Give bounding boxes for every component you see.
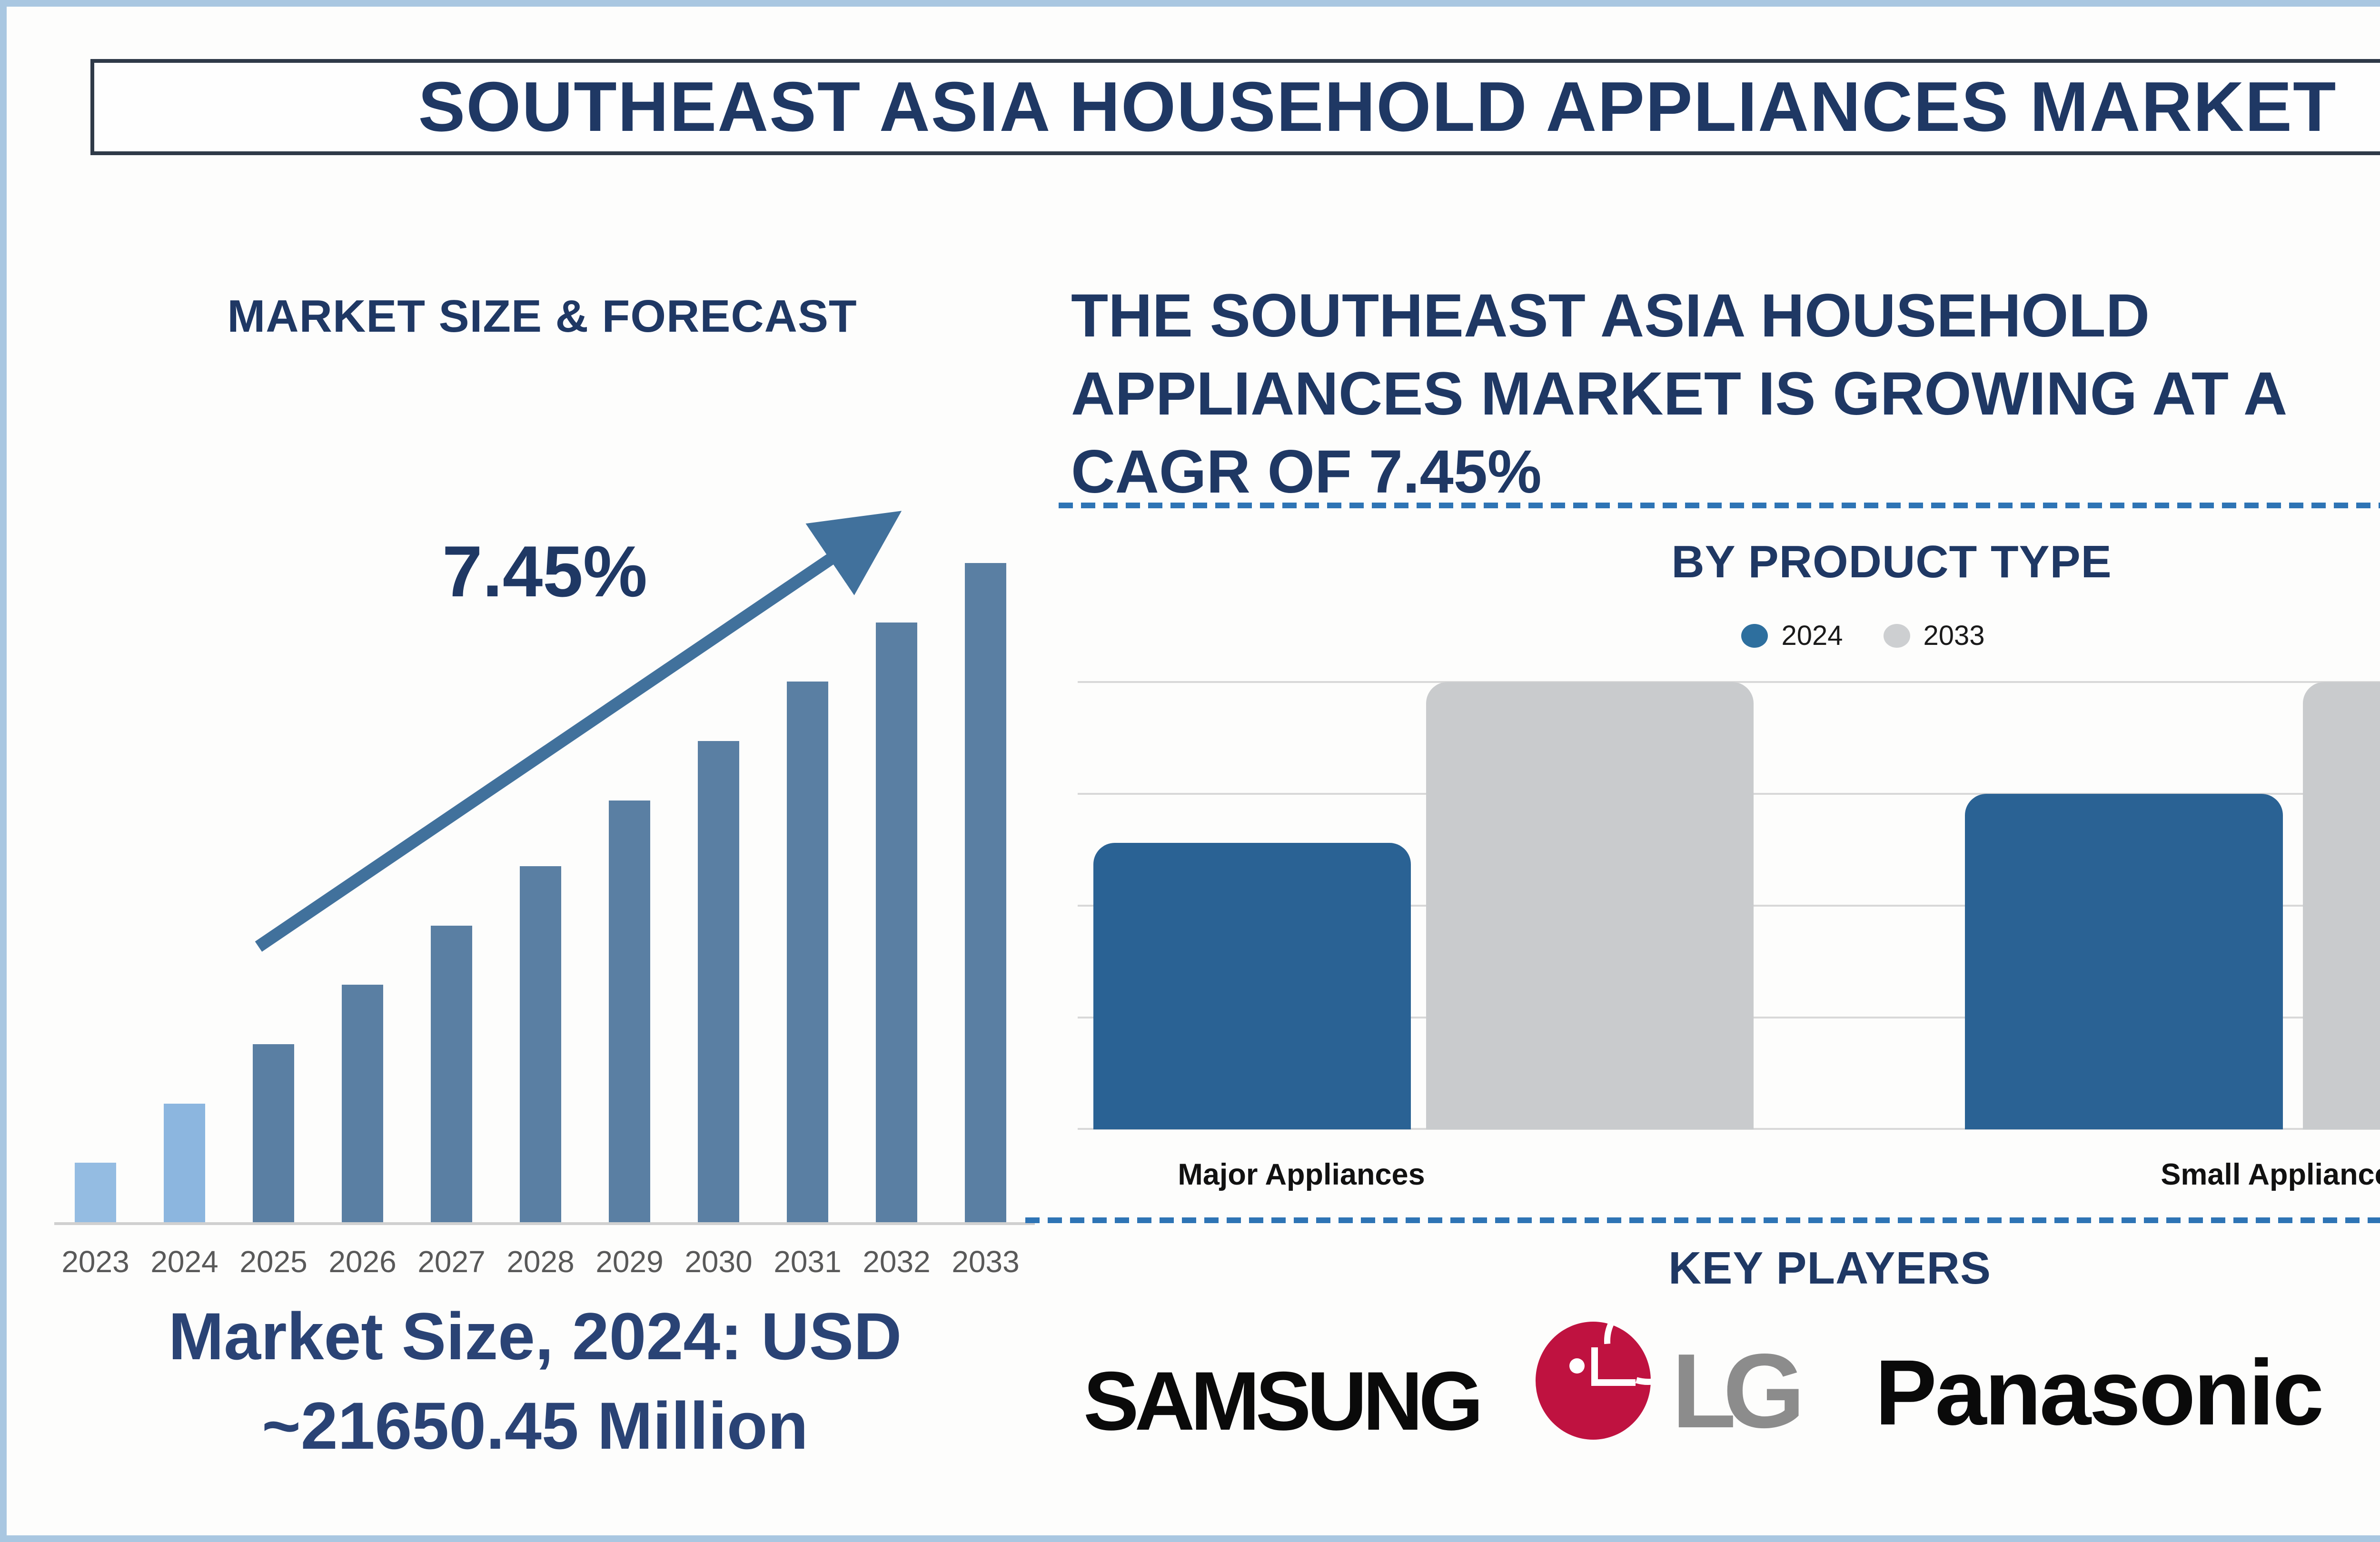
legend-label-2024: 2024: [1781, 620, 1843, 651]
category-label-major-appliances: Major Appliances: [1178, 1158, 1425, 1191]
product-chart-legend: 2024 2033: [1601, 620, 2125, 652]
growth-statement-line3: CAGR OF 7.45%: [1071, 438, 1542, 506]
market-size-note: Market Size, 2024: USD ~21650.45 Million: [59, 1292, 1011, 1471]
year-label-2026: 2026: [328, 1245, 397, 1279]
market-size-forecast-chart: 2023 2024 2025 2026 2027 2028 2029 2030 2031 2032…: [54, 511, 1035, 1279]
forecast-bar-2030: [698, 741, 739, 1222]
year-label-2028: 2028: [506, 1245, 575, 1279]
year-label-2031: 2031: [774, 1245, 842, 1279]
panasonic-logo: Panasonic: [1875, 1341, 2324, 1444]
legend-item-2024: 2024: [1741, 620, 1843, 652]
legend-dot-2033: [1883, 623, 1910, 648]
forecast-bar-2031: [787, 682, 828, 1222]
market-size-note-line1: Market Size, 2024: USD: [168, 1299, 902, 1374]
forecast-x-axis-line: [54, 1222, 1035, 1225]
legend-dot-2024: [1741, 623, 1768, 648]
forecast-bar-2024: [164, 1104, 205, 1222]
forecast-bar-2026: [342, 985, 383, 1222]
year-label-2030: 2030: [684, 1245, 753, 1279]
page-title: SOUTHEAST ASIA HOUSEHOLD APPLIANCES MARK…: [418, 68, 2337, 146]
growth-statement-line2: APPLIANCES MARKET IS GROWING AT A: [1071, 360, 2288, 428]
legend-item-2033: 2033: [1883, 620, 1985, 652]
samsung-logo: SAMSUNG: [1083, 1355, 1483, 1448]
forecast-bar-2029: [609, 801, 650, 1222]
lg-circle-logo-icon: [1536, 1321, 1651, 1440]
year-label-2032: 2032: [863, 1245, 931, 1279]
year-label-2023: 2023: [61, 1245, 129, 1279]
product-type-chart: [1078, 673, 2380, 1134]
forecast-bar-2028: [520, 866, 561, 1222]
market-size-note-line2: ~21650.45 Million: [262, 1388, 808, 1463]
category-label-small-appliances: Small Appliances: [2161, 1158, 2380, 1191]
product-bar-small-appliances-2024: [1965, 794, 2283, 1129]
forecast-cagr-callout: 7.45%: [442, 531, 647, 612]
product-bar-major-appliances-2024: [1093, 843, 1411, 1129]
dashed-divider-top: [1059, 503, 2380, 508]
growth-statement-line1: THE SOUTHEAST ASIA HOUSEHOLD: [1071, 282, 2150, 350]
product-bar-major-appliances-2033: [1426, 682, 1754, 1129]
title-banner: SOUTHEAST ASIA HOUSEHOLD APPLIANCES MARK…: [90, 59, 2380, 155]
year-label-2025: 2025: [239, 1245, 307, 1279]
year-label-2029: 2029: [595, 1245, 664, 1279]
cagr-trend-arrow: [255, 511, 902, 952]
key-players-heading: KEY PLAYERS: [1668, 1243, 1991, 1294]
forecast-bar-2027: [431, 926, 472, 1222]
forecast-bar-2033: [965, 563, 1006, 1222]
year-label-2033: 2033: [952, 1245, 1020, 1279]
forecast-bar-2023: [75, 1163, 116, 1222]
forecast-bar-2025: [253, 1044, 294, 1222]
year-label-2024: 2024: [150, 1245, 218, 1279]
product-bar-small-appliances-2033: [2303, 682, 2380, 1129]
product-type-heading: BY PRODUCT TYPE: [1671, 536, 2112, 587]
legend-label-2033: 2033: [1923, 620, 1985, 651]
forecast-bar-2032: [876, 623, 917, 1222]
lg-logo-text: LG: [1672, 1332, 1805, 1450]
forecast-section-heading: MARKET SIZE & FORECAST: [227, 291, 857, 342]
dashed-divider-bottom: [1025, 1217, 2380, 1223]
year-label-2027: 2027: [417, 1245, 486, 1279]
growth-statement: THE SOUTHEAST ASIA HOUSEHOLD APPLIANCES …: [1071, 277, 2380, 511]
